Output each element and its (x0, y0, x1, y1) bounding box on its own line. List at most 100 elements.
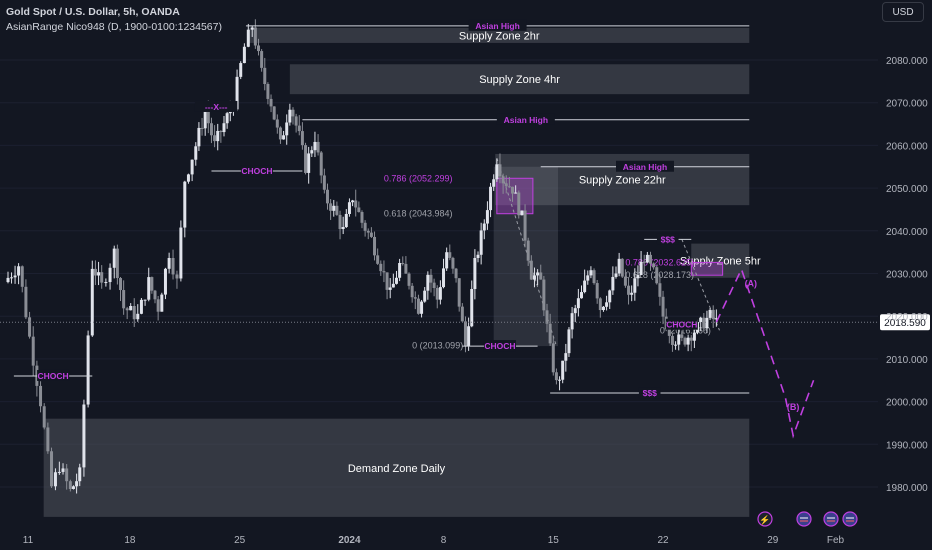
candle-body (432, 282, 436, 289)
candle-body (68, 481, 72, 489)
candle-body (272, 106, 276, 120)
candle-body (235, 76, 239, 110)
candle-body (714, 318, 718, 320)
candle-body (401, 263, 405, 265)
annotation-label-bg (656, 233, 679, 245)
candle-body (517, 192, 521, 216)
candle-body (454, 268, 458, 279)
annotation-label: Asian High (623, 162, 667, 172)
candle-body (429, 274, 433, 283)
candle-body (351, 200, 355, 203)
candle-body (567, 329, 571, 354)
candle-body (379, 263, 383, 272)
candle-body (341, 227, 345, 230)
candle-body (156, 299, 160, 312)
indicator-label[interactable]: AsianRange Nico948 (D, 1900-0100:1234567… (6, 21, 222, 33)
zone-label: Supply Zone 2hr (459, 30, 540, 42)
candle-body (104, 282, 108, 284)
annotation-label: CHOCH (484, 341, 515, 351)
candle-body (636, 275, 640, 279)
price-tick-label: 2060.000 (886, 141, 928, 152)
candle-body (504, 183, 508, 187)
candle-body (542, 279, 546, 311)
annotation-label-bg (638, 387, 661, 399)
fib-label: 0 (2013.099) (412, 341, 463, 351)
fib-label: 0.618 (2043.984) (384, 209, 453, 219)
price-axis[interactable]: 2018.590 1980.000 1990.000 2000.000 2010.000… (0, 56, 930, 494)
candle-body (136, 313, 140, 320)
candle-body (580, 292, 584, 299)
zone-label: Demand Zone Daily (348, 463, 446, 475)
annotation-label: $$$ (643, 388, 657, 398)
candle-body (61, 468, 65, 472)
candle-body (300, 131, 304, 146)
candle-body (122, 290, 126, 309)
candle-body (206, 111, 210, 124)
projection-layer: (A) (B) (715, 267, 815, 439)
candle-body (78, 467, 82, 482)
candle-body (420, 301, 424, 314)
candle-body (623, 276, 627, 286)
candle-body (545, 310, 549, 324)
currency-button[interactable]: USD (882, 2, 924, 22)
candle-body (242, 46, 246, 64)
candle-body (275, 119, 279, 128)
zone-label: Supply Zone 4hr (479, 74, 560, 86)
candle-body (175, 274, 179, 279)
candle-body (642, 261, 646, 263)
candle-body (200, 127, 204, 129)
candle-body (209, 123, 213, 136)
projection-label: (B) (787, 402, 800, 412)
price-tick-label: 2030.000 (886, 270, 928, 281)
candle-body (183, 181, 187, 228)
candle-body (332, 205, 336, 211)
candle-body (129, 306, 133, 311)
time-tick-label: 8 (441, 535, 447, 546)
candle-body (90, 268, 94, 336)
candle-body (203, 111, 207, 129)
fib-golden-zone (496, 177, 534, 215)
candle-body (595, 283, 599, 299)
price-tick-label: 2050.000 (886, 184, 928, 195)
candle-body (65, 468, 69, 482)
candle-body (239, 63, 243, 77)
candle-body (492, 179, 496, 187)
candle-body (190, 159, 194, 175)
annotation-label: Asian High (504, 115, 548, 125)
candle-body (143, 299, 147, 301)
candle-body (93, 268, 97, 276)
candle-body (601, 306, 605, 311)
candle-body (498, 164, 502, 177)
candle-body (24, 286, 28, 318)
candle-body (686, 337, 690, 345)
candle-body (100, 272, 104, 283)
candle-body (366, 230, 370, 233)
candle-body (536, 272, 540, 276)
candle-body (442, 268, 446, 288)
candle-body (253, 27, 257, 46)
candle-body (360, 212, 364, 223)
candle-body (702, 317, 706, 329)
candle-body (514, 192, 518, 194)
candle-body (661, 296, 665, 317)
fib-label: 0.786 (2052.299) (384, 173, 453, 183)
candle-body (539, 272, 543, 280)
time-tick-label: 25 (234, 535, 246, 546)
candle-body (558, 379, 562, 381)
annotation-label-bg (468, 19, 527, 31)
candle-body (611, 276, 615, 291)
time-tick-label: Feb (827, 535, 845, 546)
zone-box (691, 243, 750, 278)
candle-body (689, 337, 693, 341)
time-tick-label: 18 (124, 535, 136, 546)
candle-body (108, 267, 112, 283)
lightning-glyph: ⚡ (759, 514, 770, 526)
candle-body (13, 275, 17, 278)
candle-body (670, 335, 674, 345)
candle-body (608, 290, 612, 303)
candle-body (310, 150, 314, 154)
time-axis[interactable]: 11 18 25 2024 8 15 22 29 Feb (23, 535, 845, 546)
event-markers[interactable]: ⚡ (757, 511, 858, 527)
candle-body (6, 277, 10, 283)
